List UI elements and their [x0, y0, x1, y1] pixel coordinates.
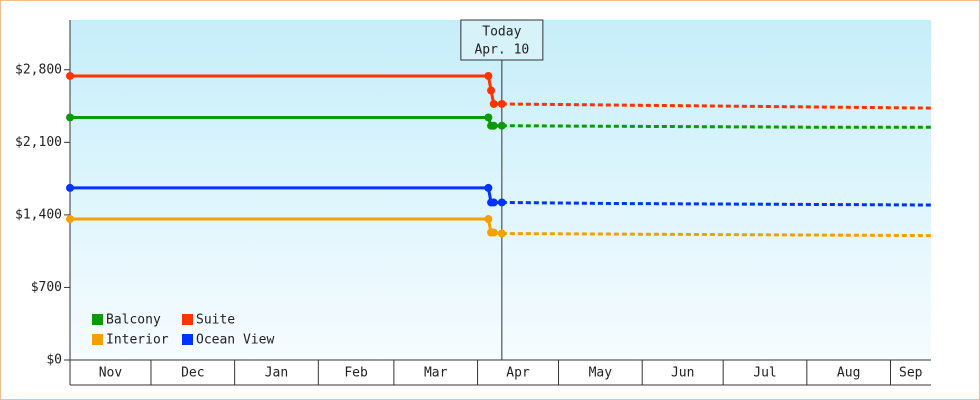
- legend-label: Ocean View: [196, 333, 274, 348]
- x-tick-label: Jan: [265, 366, 288, 381]
- point: [66, 215, 74, 224]
- point: [484, 113, 493, 122]
- x-tick-label: May: [589, 366, 613, 381]
- y-tick-label: $0: [46, 353, 62, 368]
- point: [66, 71, 74, 80]
- legend-swatch: [92, 334, 103, 345]
- point: [487, 86, 496, 95]
- x-tick-label: Mar: [424, 366, 448, 381]
- today-label: Today: [482, 25, 521, 40]
- legend-swatch: [182, 314, 193, 325]
- point: [66, 113, 74, 122]
- y-tick-label: $2,800: [15, 62, 62, 77]
- point: [484, 183, 493, 192]
- legend-swatch: [182, 334, 193, 345]
- plot-area: [70, 20, 931, 360]
- point: [497, 198, 506, 207]
- legend-label: Interior: [106, 333, 169, 348]
- x-tick-label: Nov: [99, 366, 123, 381]
- x-tick-label: Jul: [753, 366, 776, 381]
- x-tick-label: Feb: [344, 366, 368, 381]
- point: [484, 215, 493, 224]
- point: [489, 121, 498, 130]
- today-date: Apr. 10: [474, 43, 529, 58]
- x-tick-label: Jun: [671, 366, 694, 381]
- point: [497, 99, 506, 108]
- y-tick-label: $1,400: [15, 207, 62, 222]
- legend-label: Suite: [196, 313, 235, 328]
- legend-swatch: [92, 314, 103, 325]
- x-tick-label: Apr: [506, 366, 530, 381]
- point: [66, 183, 74, 192]
- y-tick-label: $700: [31, 280, 62, 295]
- point: [484, 71, 493, 80]
- point: [489, 198, 498, 207]
- point: [497, 229, 506, 238]
- point: [489, 228, 498, 237]
- point: [497, 121, 506, 130]
- today-box: [460, 19, 544, 61]
- point: [489, 99, 498, 108]
- y-tick-label: $2,100: [15, 135, 62, 150]
- x-tick-label: Sep: [899, 366, 923, 381]
- x-tick-label: Dec: [181, 366, 204, 381]
- legend-label: Balcony: [106, 313, 161, 328]
- x-tick-label: Aug: [837, 366, 860, 381]
